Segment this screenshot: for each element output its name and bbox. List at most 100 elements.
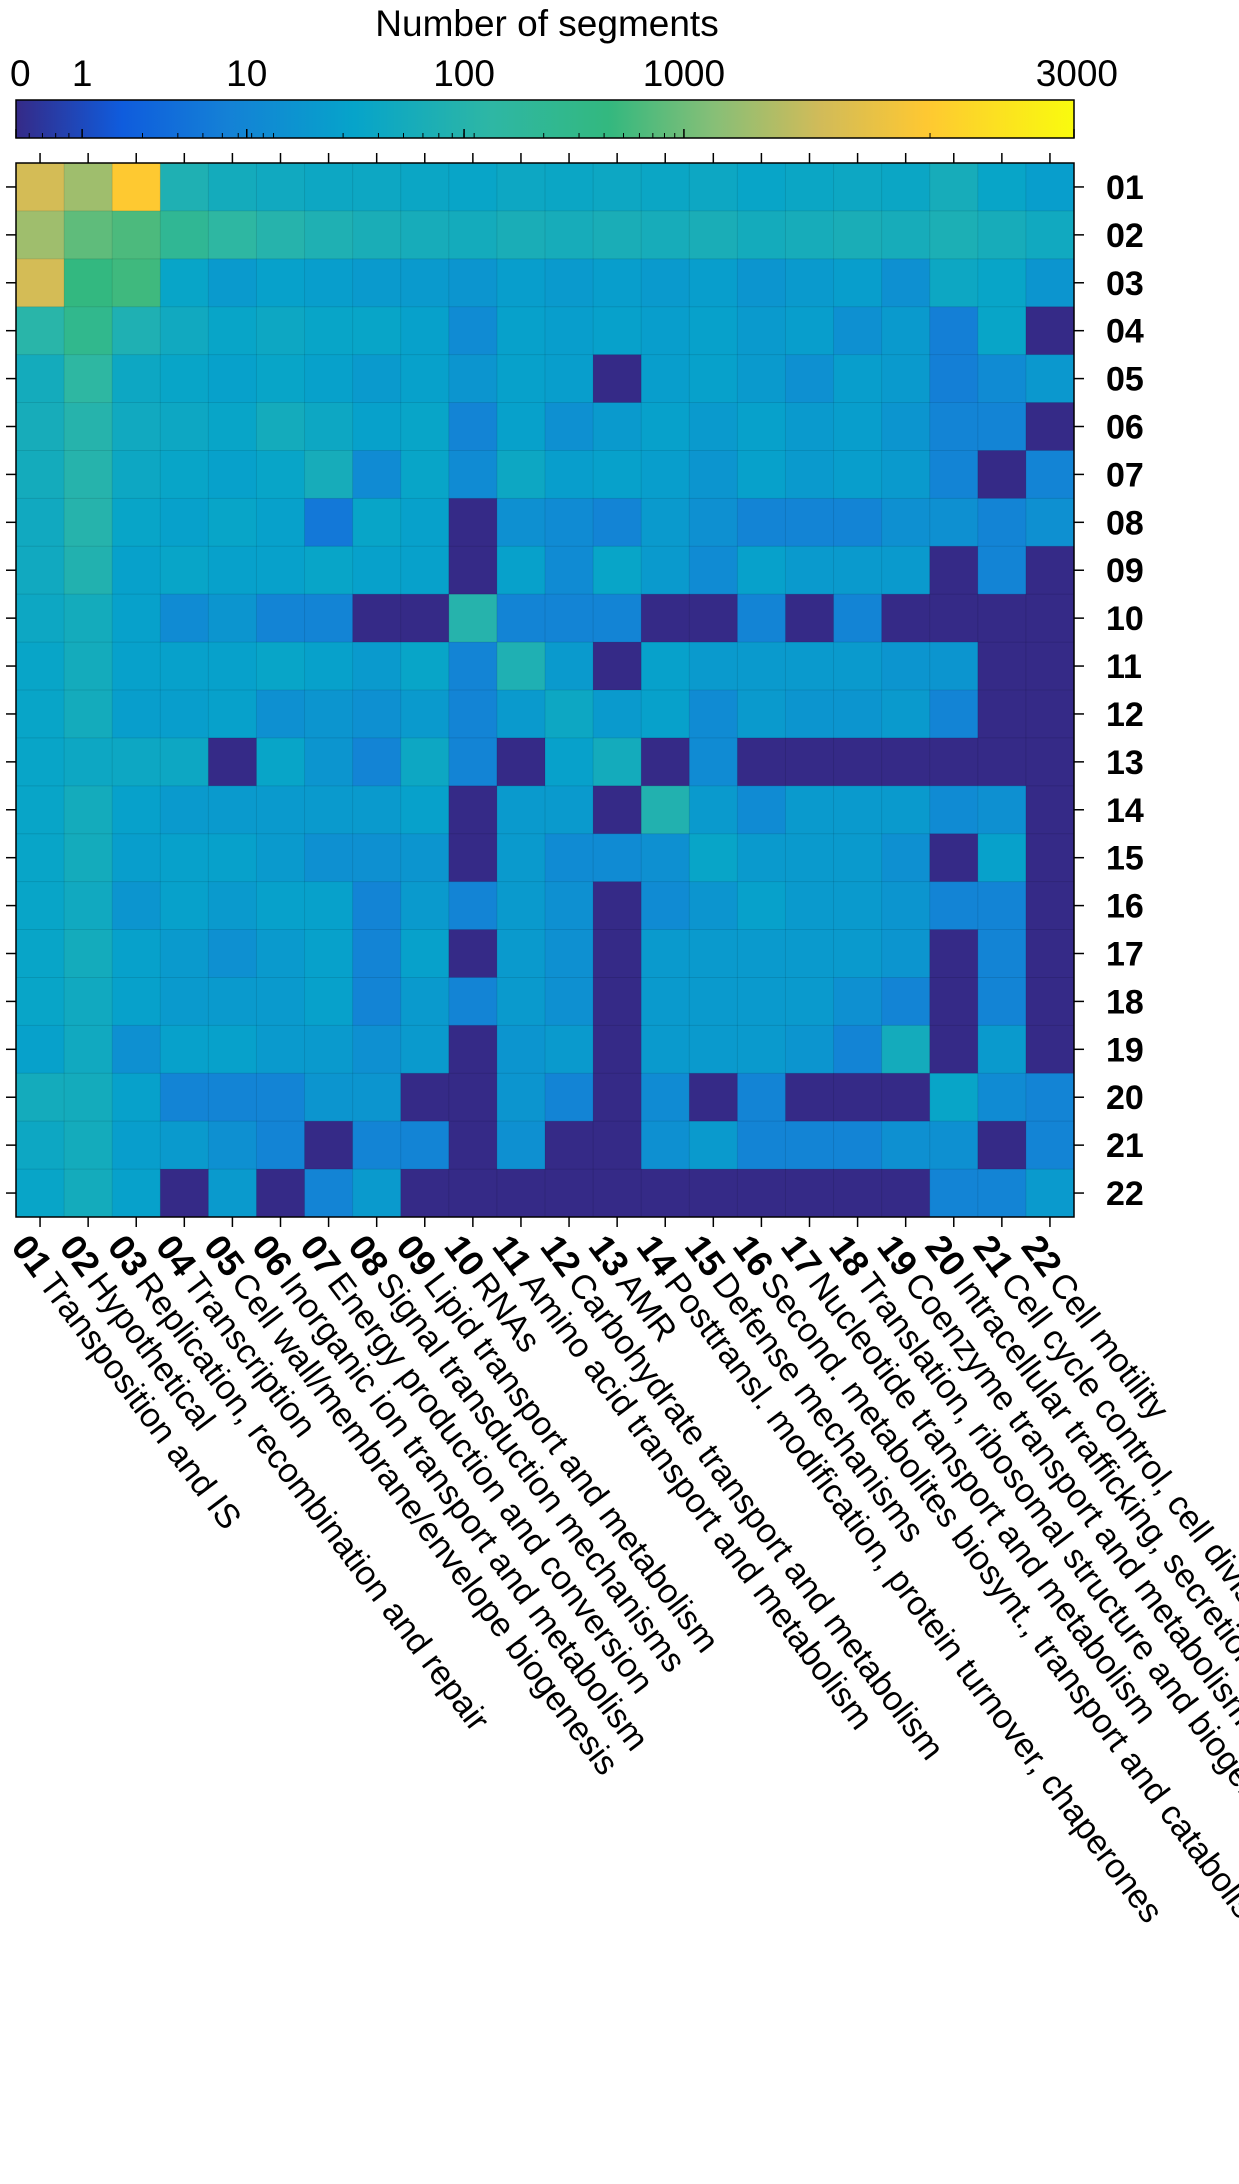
heatmap-cell <box>929 737 979 787</box>
heatmap-cell <box>496 498 546 547</box>
heatmap-cell <box>689 306 738 356</box>
heatmap-cell <box>737 1169 786 1218</box>
heatmap-cell <box>304 1025 354 1074</box>
heatmap-cell <box>64 690 113 739</box>
heatmap-cell <box>881 1073 931 1122</box>
heatmap-cell <box>256 498 306 547</box>
heatmap-cell <box>929 642 979 691</box>
heatmap-cell <box>496 785 546 835</box>
heatmap-cell <box>545 402 594 451</box>
heatmap-cell <box>160 258 209 308</box>
row-label: 08 <box>1106 504 1144 542</box>
heatmap-cell <box>64 737 113 787</box>
heatmap-cell <box>977 354 1027 404</box>
heatmap-cell <box>545 163 594 212</box>
heatmap-cell <box>160 498 209 547</box>
heatmap-cell <box>593 546 642 595</box>
heatmap-cell <box>352 402 402 451</box>
heatmap-cell <box>400 1121 450 1170</box>
heatmap-cell <box>689 929 738 978</box>
heatmap-cell <box>689 498 738 547</box>
heatmap-cell <box>16 642 65 691</box>
heatmap-cell <box>496 1121 546 1170</box>
heatmap-cell <box>785 833 835 883</box>
heatmap-cell <box>160 450 209 499</box>
heatmap-cell <box>881 881 931 931</box>
heatmap-cell <box>208 498 257 547</box>
heatmap-cell <box>256 594 306 643</box>
colorbar-tick-label: 1 <box>72 53 93 94</box>
heatmap-cell <box>737 737 786 787</box>
heatmap-cell <box>833 833 883 883</box>
heatmap-cell <box>160 1025 209 1074</box>
heatmap-cell <box>689 1121 738 1170</box>
heatmap-cell <box>977 642 1027 691</box>
heatmap-cell <box>1025 977 1075 1026</box>
heatmap-cell <box>833 210 883 260</box>
heatmap-cell <box>833 258 883 308</box>
heatmap-cell <box>977 258 1027 308</box>
heatmap-cell <box>256 1169 306 1218</box>
heatmap-cell <box>400 402 450 451</box>
heatmap-cell <box>112 977 161 1026</box>
heatmap-cell <box>400 163 450 212</box>
heatmap-cell <box>304 642 354 691</box>
row-label: 15 <box>1106 840 1144 878</box>
heatmap-cell <box>352 1025 402 1074</box>
heatmap-cell <box>689 450 738 499</box>
heatmap-cell <box>1025 594 1075 643</box>
heatmap-cell <box>1025 690 1075 739</box>
heatmap-cell <box>689 1073 738 1122</box>
heatmap-cell <box>112 1121 161 1170</box>
heatmap-cell <box>785 977 835 1026</box>
heatmap-cell <box>833 690 883 739</box>
heatmap-cell <box>64 258 113 308</box>
heatmap-cell <box>929 690 979 739</box>
heatmap-cell <box>641 498 690 547</box>
heatmap-cell <box>64 833 113 883</box>
heatmap-cell <box>737 785 786 835</box>
heatmap-cell <box>208 306 257 356</box>
heatmap-cell <box>112 498 161 547</box>
heatmap-cell <box>641 929 690 978</box>
heatmap-cell <box>64 1073 113 1122</box>
heatmap-cell <box>496 306 546 356</box>
heatmap-cell <box>112 785 161 835</box>
heatmap-cell <box>256 163 306 212</box>
heatmap-cell <box>208 594 257 643</box>
heatmap-cell <box>496 210 546 260</box>
heatmap-cell <box>929 881 979 931</box>
heatmap-cell <box>448 977 498 1026</box>
heatmap-cell <box>256 929 306 978</box>
heatmap-cell <box>160 354 209 404</box>
heatmap-cell <box>16 163 65 212</box>
heatmap-cell <box>737 594 786 643</box>
heatmap-cell <box>208 929 257 978</box>
heatmap-cell <box>785 690 835 739</box>
heatmap-cell <box>448 1121 498 1170</box>
heatmap-cell <box>641 163 690 212</box>
heatmap-cell <box>304 833 354 883</box>
heatmap-cell <box>929 977 979 1026</box>
heatmap-cell <box>304 546 354 595</box>
heatmap-cell <box>496 1073 546 1122</box>
heatmap-cell <box>833 1025 883 1074</box>
heatmap-cell <box>352 785 402 835</box>
heatmap-cell <box>1025 1073 1075 1122</box>
heatmap-cell <box>545 929 594 978</box>
row-label: 17 <box>1106 936 1144 974</box>
heatmap-cell <box>64 642 113 691</box>
colorbar-minor-ticks <box>28 133 931 138</box>
heatmap-cell <box>545 1121 594 1170</box>
heatmap-cell <box>545 977 594 1026</box>
heatmap-cell <box>448 833 498 883</box>
heatmap-cell <box>208 737 257 787</box>
row-label: 22 <box>1106 1175 1144 1213</box>
heatmap-cell <box>304 594 354 643</box>
heatmap-cell <box>641 785 690 835</box>
heatmap-cell <box>977 1073 1027 1122</box>
heatmap-cell <box>977 546 1027 595</box>
heatmap-cell <box>593 258 642 308</box>
heatmap-cell <box>929 594 979 643</box>
